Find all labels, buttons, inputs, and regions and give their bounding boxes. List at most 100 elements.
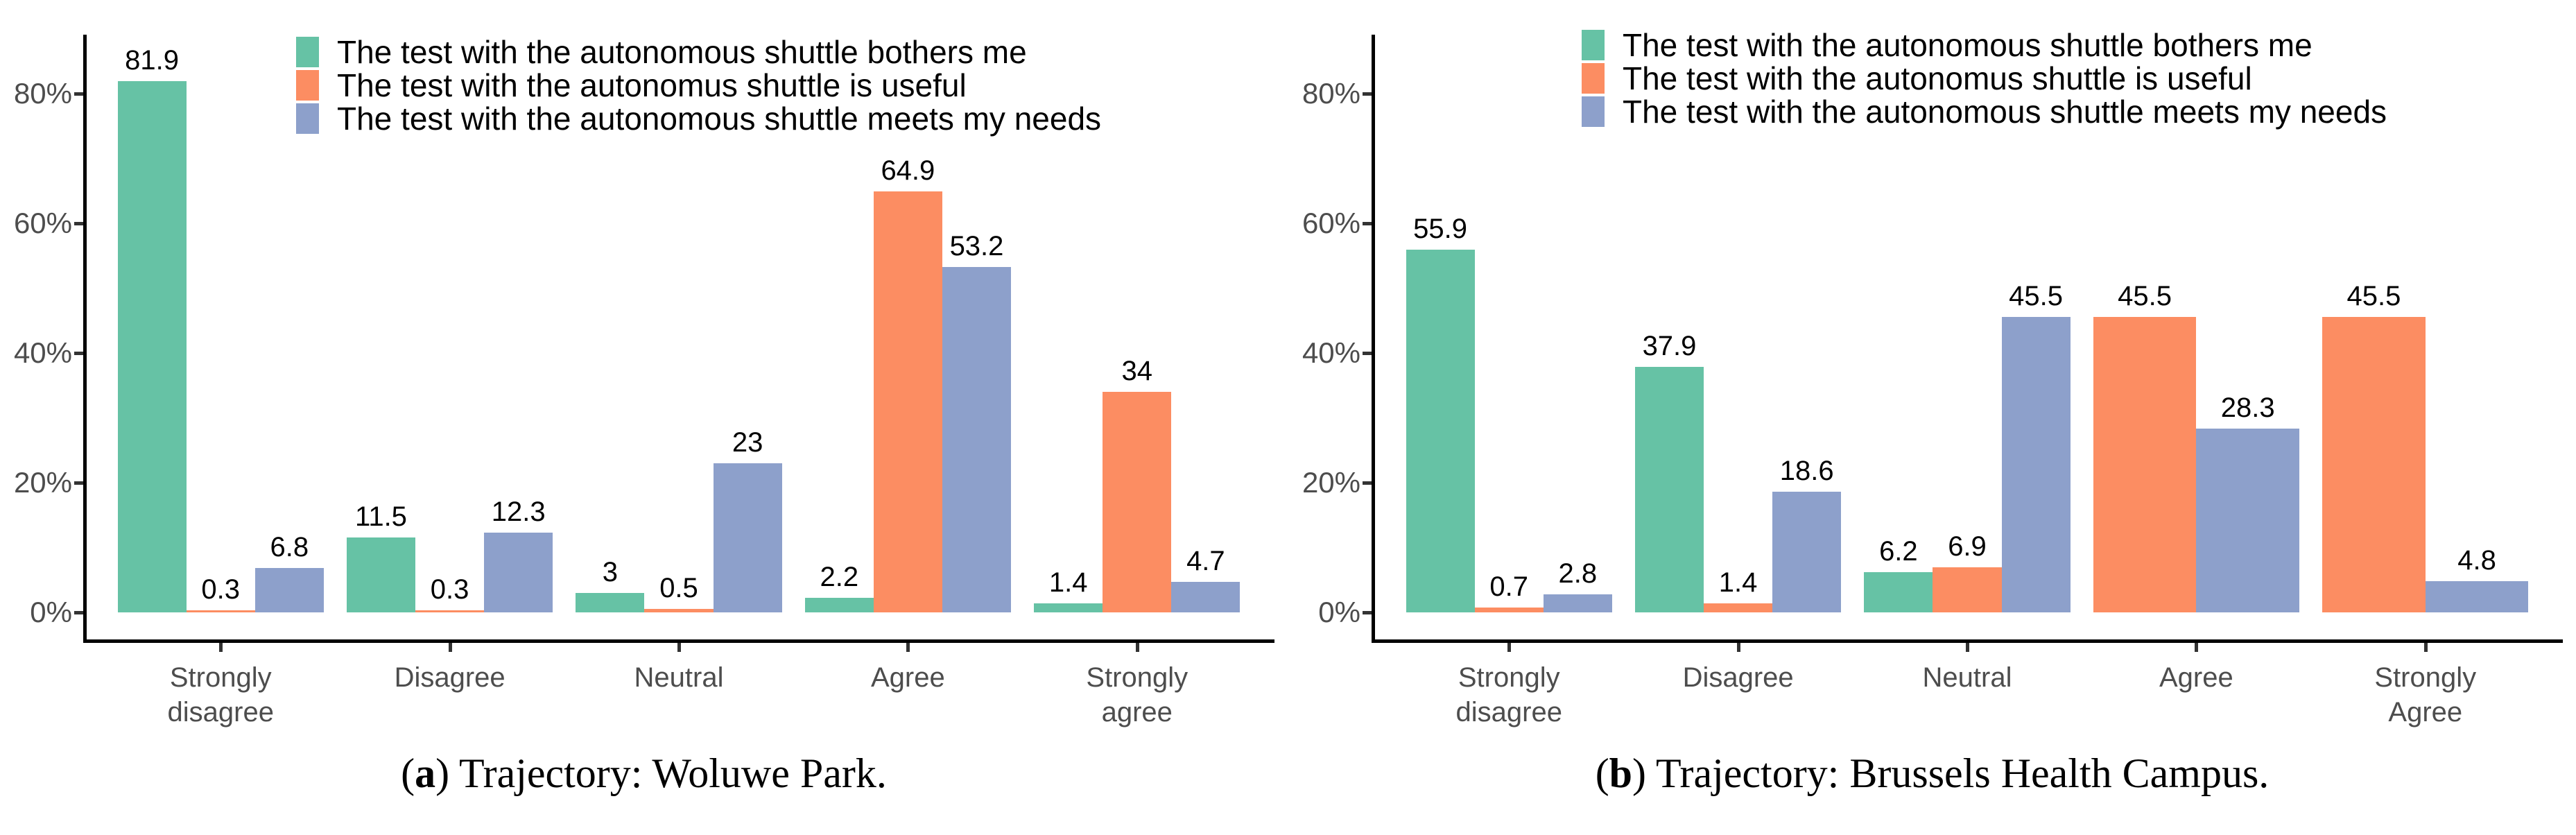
bar-value-label: 0.7: [1489, 571, 1529, 603]
bar-value-label: 11.5: [355, 501, 407, 533]
bar-value-label: 3: [602, 556, 618, 587]
bar-value-label: 45.5: [2118, 281, 2172, 312]
y-tick-mark: [1363, 351, 1372, 355]
y-tick-label: 60%: [1302, 206, 1360, 239]
bar-value-label: 1.4: [1048, 567, 1088, 598]
y-tick-label: 0%: [1318, 596, 1360, 628]
bar-value-label: 23: [732, 427, 763, 458]
legend-swatch-icon: [296, 103, 319, 134]
bar: [1171, 582, 1241, 612]
y-tick-mark: [74, 221, 83, 225]
y-tick-label: 20%: [1302, 465, 1360, 499]
y-tick-label: 80%: [1302, 76, 1360, 110]
bar-value-label: 53.2: [949, 231, 1004, 262]
chart-a-legend: The test with the autonomous shuttle bot…: [296, 36, 1101, 136]
bar: [254, 568, 324, 612]
bar-value-label: 6.8: [270, 532, 309, 563]
bar: [942, 267, 1012, 612]
x-tick-mark: [1966, 643, 1969, 652]
bar-value-label: 4.7: [1186, 546, 1225, 577]
chart-a: 0% 20% 40% 60% 80% Strongly disagree 81.9 0.3 6.8…: [13, 35, 1274, 796]
bar-value-label: 55.9: [1413, 214, 1468, 245]
x-tick-mark: [2195, 643, 2199, 652]
x-tick-mark: [2423, 643, 2428, 652]
y-tick-label: 60%: [13, 206, 72, 239]
legend-row: The test with the autonomous shuttle mee…: [1582, 96, 2387, 128]
x-category-label: Strongly disagree: [103, 660, 338, 730]
bar: [1543, 594, 1612, 612]
x-tick-mark: [1736, 643, 1740, 652]
bar-value-label: 0.3: [430, 574, 469, 605]
x-category-label-line: Disagree: [394, 662, 505, 693]
bar: [1704, 603, 1773, 612]
y-tick-mark: [74, 92, 83, 96]
bar-value-label: 45.5: [2346, 281, 2401, 312]
bar-value-label: 81.9: [125, 44, 180, 76]
y-tick-mark: [74, 481, 83, 485]
x-tick-mark: [1507, 643, 1512, 652]
legend-row: The test with the autonomous shuttle bot…: [296, 36, 1101, 68]
bar-value-label: 37.9: [1642, 330, 1697, 361]
x-category-label-line: Strongly: [1458, 662, 1560, 693]
bar: [346, 537, 416, 612]
bar-value-label: 0.5: [659, 573, 698, 604]
x-category-label-line: agree: [1101, 697, 1173, 728]
x-category-label-line: Agree: [871, 662, 945, 693]
x-category-label-line: Strongly: [2374, 662, 2477, 693]
chart-b-caption: (b) Trajectory: Brussels Health Campus.: [1288, 749, 2576, 798]
chart-b-legend: The test with the autonomous shuttle bot…: [1582, 29, 2387, 129]
x-tick-mark: [448, 643, 452, 652]
bar: [1772, 492, 1842, 612]
legend-label: The test with the autonomous shuttle bot…: [337, 34, 1027, 70]
legend-label: The test with the autonomous shuttle mee…: [337, 101, 1102, 137]
bar: [644, 609, 714, 612]
x-category-label: Disagree: [1620, 660, 1856, 695]
bar-value-label: 28.3: [2220, 393, 2275, 424]
x-category-label-line: Agree: [2159, 662, 2233, 693]
caption-text: Trajectory: Brussels Health Campus.: [1646, 750, 2270, 796]
y-tick-mark: [1363, 92, 1372, 96]
bar: [2425, 581, 2529, 612]
bar: [186, 610, 255, 612]
bar: [1474, 608, 1544, 612]
legend-swatch-icon: [296, 37, 319, 67]
x-category-label: Neutral: [1849, 660, 2085, 695]
bar: [415, 610, 485, 612]
caption-open-paren: (: [1595, 750, 1609, 796]
caption-text: Trajectory: Woluwe Park.: [449, 750, 887, 796]
x-tick-mark: [1135, 643, 1139, 652]
x-category-label: Strongly Agree: [2308, 660, 2543, 730]
bar: [2196, 429, 2300, 612]
legend-swatch-icon: [1582, 30, 1605, 60]
legend-label: The test with the autonomus shuttle is u…: [1623, 60, 2252, 96]
bar-value-label: 18.6: [1779, 456, 1834, 487]
y-tick-mark: [74, 351, 83, 355]
x-category-label: Neutral: [561, 660, 797, 695]
x-category-label-line: Agree: [2388, 697, 2463, 728]
bar-value-label: 1.4: [1718, 567, 1758, 598]
legend-row: The test with the autonomous shuttle bot…: [1582, 29, 2387, 61]
bar: [1864, 572, 1933, 612]
x-category-label: Agree: [790, 660, 1026, 695]
y-tick-label: 40%: [1302, 336, 1360, 369]
bar-value-label: 2.2: [820, 562, 859, 593]
y-tick-label: 0%: [30, 596, 72, 628]
bar-value-label: 6.9: [1948, 531, 1987, 562]
bar: [2322, 317, 2426, 612]
bar: [1933, 567, 2002, 612]
caption-panel-letter: b: [1609, 750, 1633, 796]
x-category-label-line: disagree: [1455, 697, 1562, 728]
x-category-label-line: Neutral: [1922, 662, 2012, 693]
bar: [2001, 317, 2071, 612]
x-category-label-line: Strongly: [1086, 662, 1188, 693]
bar-value-label: 2.8: [1558, 558, 1598, 589]
bar: [1406, 250, 1475, 612]
bar: [2093, 317, 2197, 612]
legend-row: The test with the autonomus shuttle is u…: [296, 69, 1101, 101]
bar: [804, 598, 874, 612]
caption-close-paren: ): [1632, 750, 1647, 796]
y-tick-label: 80%: [13, 76, 72, 110]
x-category-label-line: Disagree: [1682, 662, 1794, 693]
caption-close-paren: ): [435, 750, 450, 796]
bar-value-label: 12.3: [491, 496, 546, 527]
